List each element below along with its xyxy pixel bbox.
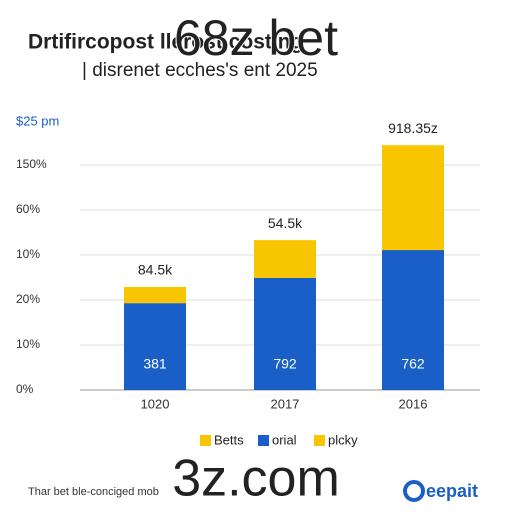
bar-segment [382,145,444,251]
chart-subtitle: | disrenet ecches's ent 2025 [82,60,318,81]
bar-inner-label: 792 [273,356,297,372]
bar-segment [382,250,444,390]
bar-inner-label: 762 [401,356,425,372]
watermark: 3z.com [172,450,340,508]
bar-top-label: 918.35z [388,120,438,136]
y-tick-label: 20% [16,292,40,306]
logo-icon [403,480,425,502]
footer: Thar bet ble-conciged mob [28,486,159,498]
bar-inner-label: 381 [143,356,167,372]
legend-label: orial [272,432,297,447]
bar-segment [254,240,316,278]
y-tick-label: 10% [16,337,40,351]
x-tick-label: 2017 [271,396,300,411]
x-tick-label: 2016 [399,396,428,411]
y-tick-label: 60% [16,202,40,216]
legend-swatch [314,435,325,446]
bar-segment [254,277,316,390]
y-tick-label: 10% [16,247,40,261]
legend-swatch [200,435,211,446]
bar-top-label: 84.5k [138,262,173,278]
y-axis-label: $25 pm [16,113,59,128]
bar-segment [124,286,186,304]
logo: eepait [426,481,478,501]
watermark: 68z bet [174,10,338,66]
x-tick-label: 1020 [141,396,170,411]
y-tick-label: 150% [16,157,47,171]
bar-segment [124,303,186,390]
legend-label: plcky [328,432,358,447]
y-tick-label: 0% [16,382,34,396]
legend-label: Betts [214,432,244,447]
bar-top-label: 54.5k [268,215,303,231]
chart-title: Drtifircopost llerost costing [28,31,303,54]
legend-swatch [258,435,269,446]
